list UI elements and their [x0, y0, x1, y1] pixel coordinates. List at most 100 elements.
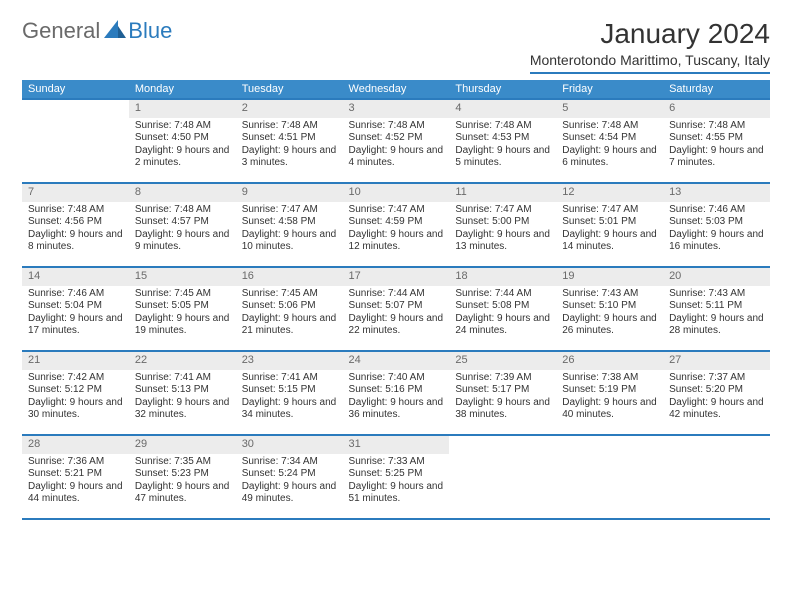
- sunset-text: Sunset: 5:11 PM: [669, 300, 764, 313]
- calendar-cell: 6Sunrise: 7:48 AMSunset: 4:55 PMDaylight…: [663, 99, 770, 183]
- daylight-text: Daylight: 9 hours and 2 minutes.: [135, 145, 230, 170]
- sunset-text: Sunset: 5:08 PM: [455, 300, 550, 313]
- cell-body: Sunrise: 7:45 AMSunset: 5:06 PMDaylight:…: [236, 286, 343, 342]
- sunset-text: Sunset: 5:05 PM: [135, 300, 230, 313]
- day-number: 16: [236, 268, 343, 286]
- cell-body: Sunrise: 7:47 AMSunset: 4:58 PMDaylight:…: [236, 202, 343, 258]
- sunrise-text: Sunrise: 7:45 AM: [135, 288, 230, 301]
- sunset-text: Sunset: 5:19 PM: [562, 384, 657, 397]
- calendar-cell: 30Sunrise: 7:34 AMSunset: 5:24 PMDayligh…: [236, 435, 343, 519]
- sunset-text: Sunset: 4:50 PM: [135, 132, 230, 145]
- day-number: 11: [449, 184, 556, 202]
- day-number: 22: [129, 352, 236, 370]
- calendar-cell: 2Sunrise: 7:48 AMSunset: 4:51 PMDaylight…: [236, 99, 343, 183]
- calendar-cell: 12Sunrise: 7:47 AMSunset: 5:01 PMDayligh…: [556, 183, 663, 267]
- logo: General Blue: [22, 18, 172, 44]
- sunrise-text: Sunrise: 7:38 AM: [562, 372, 657, 385]
- calendar-cell: 8Sunrise: 7:48 AMSunset: 4:57 PMDaylight…: [129, 183, 236, 267]
- sunrise-text: Sunrise: 7:48 AM: [28, 204, 123, 217]
- sunset-text: Sunset: 4:59 PM: [349, 216, 444, 229]
- sunset-text: Sunset: 5:13 PM: [135, 384, 230, 397]
- day-header-row: Sunday Monday Tuesday Wednesday Thursday…: [22, 80, 770, 99]
- cell-body: Sunrise: 7:48 AMSunset: 4:50 PMDaylight:…: [129, 118, 236, 174]
- sunrise-text: Sunrise: 7:46 AM: [28, 288, 123, 301]
- daylight-text: Daylight: 9 hours and 17 minutes.: [28, 313, 123, 338]
- day-number: 25: [449, 352, 556, 370]
- daylight-text: Daylight: 9 hours and 22 minutes.: [349, 313, 444, 338]
- sunrise-text: Sunrise: 7:48 AM: [669, 120, 764, 133]
- calendar-cell: [22, 99, 129, 183]
- calendar-cell: 10Sunrise: 7:47 AMSunset: 4:59 PMDayligh…: [343, 183, 450, 267]
- sunrise-text: Sunrise: 7:41 AM: [242, 372, 337, 385]
- day-number: 27: [663, 352, 770, 370]
- calendar-week-row: 28Sunrise: 7:36 AMSunset: 5:21 PMDayligh…: [22, 435, 770, 519]
- sunrise-text: Sunrise: 7:47 AM: [562, 204, 657, 217]
- daylight-text: Daylight: 9 hours and 44 minutes.: [28, 481, 123, 506]
- sunset-text: Sunset: 4:58 PM: [242, 216, 337, 229]
- day-number: 1: [129, 100, 236, 118]
- daylight-text: Daylight: 9 hours and 12 minutes.: [349, 229, 444, 254]
- calendar-cell: [663, 435, 770, 519]
- title-block: January 2024 Monterotondo Marittimo, Tus…: [530, 18, 770, 74]
- sunrise-text: Sunrise: 7:46 AM: [669, 204, 764, 217]
- calendar-cell: 3Sunrise: 7:48 AMSunset: 4:52 PMDaylight…: [343, 99, 450, 183]
- sunrise-text: Sunrise: 7:48 AM: [135, 204, 230, 217]
- location-label: Monterotondo Marittimo, Tuscany, Italy: [530, 52, 770, 74]
- day-number: 19: [556, 268, 663, 286]
- day-number: 20: [663, 268, 770, 286]
- cell-body: Sunrise: 7:44 AMSunset: 5:08 PMDaylight:…: [449, 286, 556, 342]
- cell-body: Sunrise: 7:38 AMSunset: 5:19 PMDaylight:…: [556, 370, 663, 426]
- day-number: 23: [236, 352, 343, 370]
- sunset-text: Sunset: 4:53 PM: [455, 132, 550, 145]
- sunset-text: Sunset: 5:10 PM: [562, 300, 657, 313]
- day-number: 15: [129, 268, 236, 286]
- calendar-cell: 14 Sunrise: 7:46 AMSunset: 5:04 PMDayligh…: [22, 267, 129, 351]
- sunset-text: Sunset: 5:21 PM: [28, 468, 123, 481]
- day-header: Thursday: [449, 80, 556, 99]
- calendar-cell: 4Sunrise: 7:48 AMSunset: 4:53 PMDaylight…: [449, 99, 556, 183]
- sunrise-text: Sunrise: 7:44 AM: [455, 288, 550, 301]
- day-header: Monday: [129, 80, 236, 99]
- sunset-text: Sunset: 5:04 PM: [28, 300, 123, 313]
- daylight-text: Daylight: 9 hours and 49 minutes.: [242, 481, 337, 506]
- sunset-text: Sunset: 5:25 PM: [349, 468, 444, 481]
- sunrise-text: Sunrise: 7:41 AM: [135, 372, 230, 385]
- day-number: 3: [343, 100, 450, 118]
- sunrise-text: Sunrise: 7:47 AM: [349, 204, 444, 217]
- cell-body: Sunrise: 7:48 AMSunset: 4:56 PMDaylight:…: [22, 202, 129, 258]
- sunrise-text: Sunrise: 7:39 AM: [455, 372, 550, 385]
- day-number: [663, 436, 770, 454]
- day-number: 18: [449, 268, 556, 286]
- cell-body: Sunrise: 7:48 AMSunset: 4:52 PMDaylight:…: [343, 118, 450, 174]
- cell-body: Sunrise: 7:35 AMSunset: 5:23 PMDaylight:…: [129, 454, 236, 510]
- triangle-icon: [104, 20, 126, 43]
- sunrise-text: Sunrise: 7:47 AM: [242, 204, 337, 217]
- sunrise-text: Sunrise: 7:45 AM: [242, 288, 337, 301]
- calendar-cell: 25Sunrise: 7:39 AMSunset: 5:17 PMDayligh…: [449, 351, 556, 435]
- calendar-table: Sunday Monday Tuesday Wednesday Thursday…: [22, 80, 770, 520]
- daylight-text: Daylight: 9 hours and 36 minutes.: [349, 397, 444, 422]
- calendar-cell: [556, 435, 663, 519]
- calendar-cell: 31Sunrise: 7:33 AMSunset: 5:25 PMDayligh…: [343, 435, 450, 519]
- sunset-text: Sunset: 5:01 PM: [562, 216, 657, 229]
- calendar-week-row: 1Sunrise: 7:48 AMSunset: 4:50 PMDaylight…: [22, 99, 770, 183]
- sunrise-text: Sunrise: 7:48 AM: [349, 120, 444, 133]
- cell-body: Sunrise: 7:43 AMSunset: 5:10 PMDaylight:…: [556, 286, 663, 342]
- sunrise-text: Sunrise: 7:47 AM: [455, 204, 550, 217]
- sunset-text: Sunset: 5:03 PM: [669, 216, 764, 229]
- day-number: 21: [22, 352, 129, 370]
- cell-body: Sunrise: 7:48 AMSunset: 4:54 PMDaylight:…: [556, 118, 663, 174]
- daylight-text: Daylight: 9 hours and 7 minutes.: [669, 145, 764, 170]
- cell-body: Sunrise: 7:34 AMSunset: 5:24 PMDaylight:…: [236, 454, 343, 510]
- daylight-text: Daylight: 9 hours and 9 minutes.: [135, 229, 230, 254]
- calendar-cell: 27Sunrise: 7:37 AMSunset: 5:20 PMDayligh…: [663, 351, 770, 435]
- day-header: Sunday: [22, 80, 129, 99]
- day-number: 5: [556, 100, 663, 118]
- sunrise-text: Sunrise: 7:48 AM: [562, 120, 657, 133]
- day-header: Friday: [556, 80, 663, 99]
- cell-body: Sunrise: 7:47 AMSunset: 4:59 PMDaylight:…: [343, 202, 450, 258]
- day-number: 9: [236, 184, 343, 202]
- day-number: 14: [22, 268, 129, 286]
- sunset-text: Sunset: 4:54 PM: [562, 132, 657, 145]
- daylight-text: Daylight: 9 hours and 38 minutes.: [455, 397, 550, 422]
